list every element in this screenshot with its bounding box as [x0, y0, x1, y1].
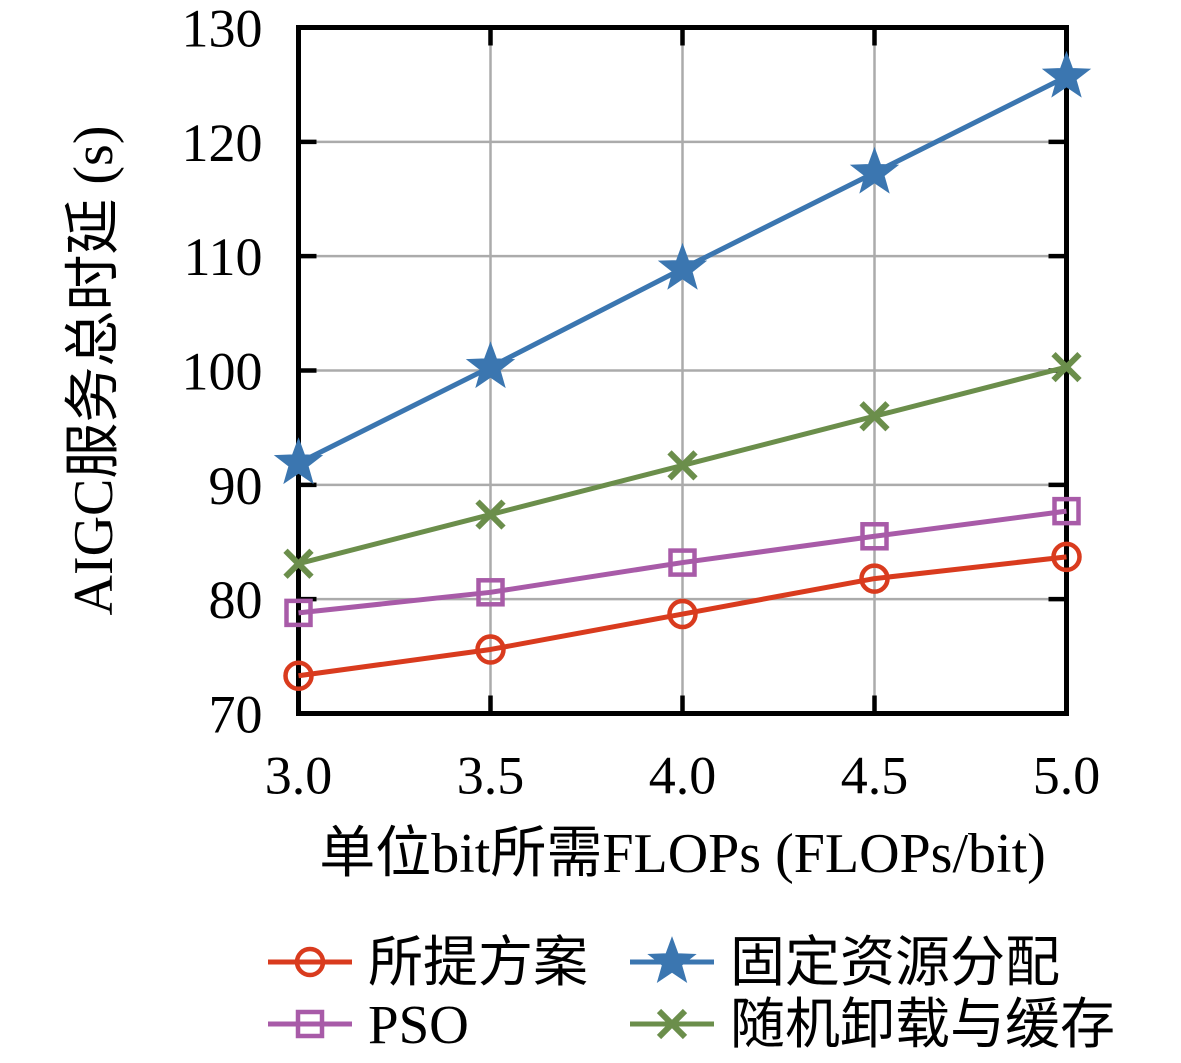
x-tick-label: 4.0 [649, 746, 717, 806]
square-marker [476, 578, 505, 607]
y-tick-label: 90 [209, 456, 263, 516]
square-marker [668, 548, 697, 577]
data-series [273, 50, 1092, 692]
legend-item-fixed-resource-allocation: 固定资源分配 [630, 932, 1060, 993]
x-marker [667, 450, 698, 481]
y-tick-label: 100 [182, 342, 263, 402]
circle-marker [283, 660, 314, 692]
y-tick-label: 120 [182, 113, 263, 173]
square-marker [284, 598, 313, 628]
x-marker [283, 548, 314, 579]
x-tick-label: 3.0 [265, 746, 333, 806]
series-pso [284, 496, 1081, 628]
x-marker [859, 401, 890, 432]
legend-item-random-offloading-caching: 随机卸载与缓存 [630, 994, 1115, 1055]
y-tick-labels: 70 80 90 100 110 120 130 [182, 0, 263, 745]
star-marker [849, 146, 900, 194]
y-tick-label: 130 [182, 0, 263, 59]
circle-marker [1051, 541, 1082, 573]
y-tick-label: 70 [209, 685, 263, 745]
legend-item-pso: PSO [268, 994, 469, 1055]
series-random-offloading-caching [283, 351, 1082, 579]
x-tick-label: 5.0 [1033, 746, 1101, 806]
legend-label-proposed: 所提方案 [368, 932, 588, 993]
gridlines [298, 27, 1067, 714]
x-marker [656, 1008, 688, 1040]
square-marker [860, 522, 889, 551]
x-marker [1051, 351, 1082, 383]
legend-item-proposed: 所提方案 [268, 932, 588, 993]
series-line-pso [298, 508, 1067, 616]
circle-marker [475, 634, 506, 665]
star-marker [647, 936, 697, 983]
x-marker [475, 499, 506, 530]
series-proposed [283, 541, 1082, 692]
y-tick-label: 80 [209, 570, 263, 630]
square-marker [295, 1009, 325, 1039]
star-marker [657, 242, 708, 290]
star-marker [1041, 50, 1092, 98]
legend-label-random-offloading-caching: 随机卸载与缓存 [730, 994, 1115, 1055]
legend-label-fixed-resource-allocation: 固定资源分配 [730, 932, 1060, 993]
circle-marker [294, 946, 326, 978]
star-marker [465, 341, 516, 389]
x-axis-label: 单位bit所需FLOPs (FLOPs/bit) [319, 823, 1046, 885]
legend-label-pso: PSO [368, 994, 469, 1055]
square-marker [1052, 496, 1081, 526]
series-fixed-resource-allocation [273, 50, 1092, 485]
x-tick-label: 4.5 [841, 746, 909, 806]
x-tick-label: 3.5 [457, 746, 525, 806]
y-axis-label: AIGC服务总时延 (s) [63, 126, 125, 616]
series-line-proposed [298, 554, 1067, 679]
x-tick-labels: 3.0 3.5 4.0 4.5 5.0 [265, 746, 1101, 806]
axis-ticks [296, 25, 1069, 716]
circle-marker [859, 563, 890, 594]
star-marker [273, 437, 324, 485]
y-tick-label: 110 [184, 227, 263, 287]
circle-marker [667, 598, 698, 630]
